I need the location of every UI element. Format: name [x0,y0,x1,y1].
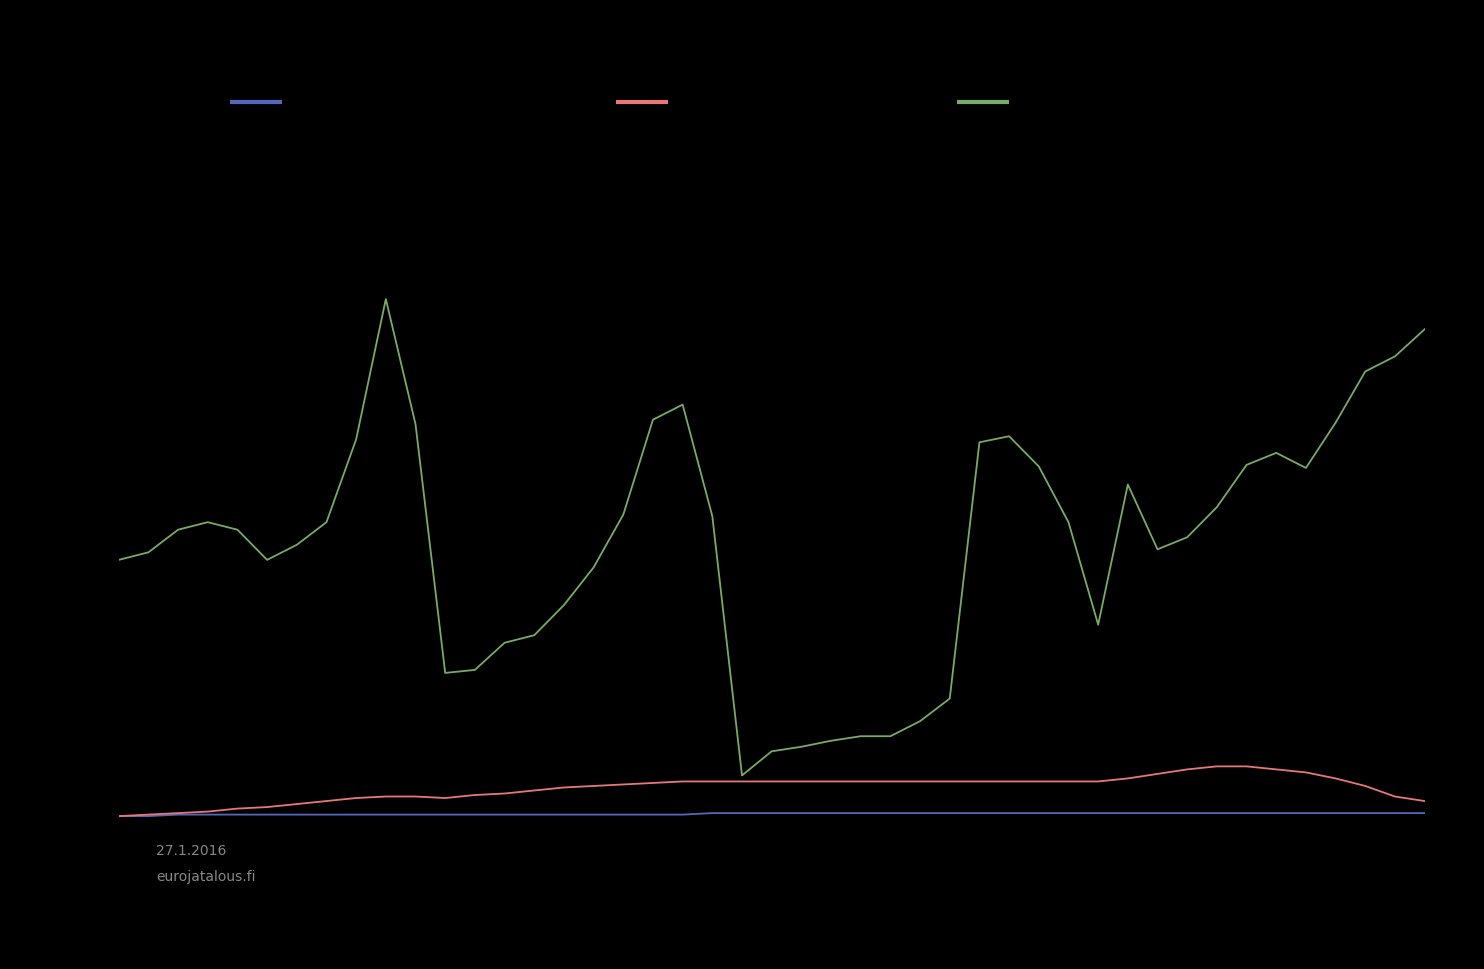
Text: eurojatalous.fi: eurojatalous.fi [156,870,255,884]
Text: 27.1.2016: 27.1.2016 [156,844,226,858]
